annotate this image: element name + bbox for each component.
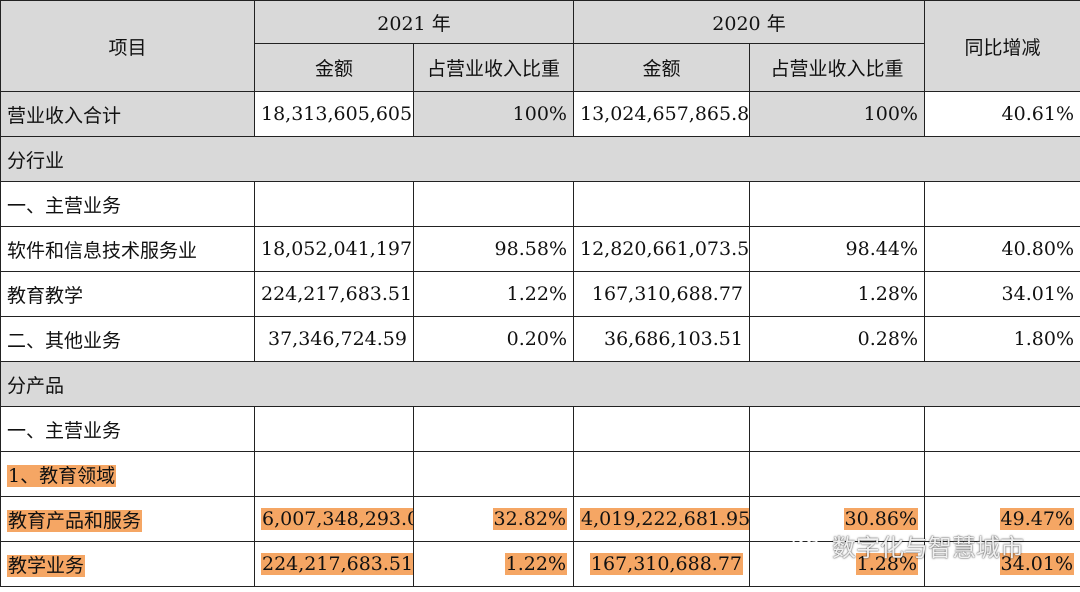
table-row: 教学业务 224,217,683.51 1.22% 167,310,688.77… [0,541,1080,587]
table-row: 一、主营业务 [0,181,1080,227]
section-label: 分产品 [0,361,1080,407]
cell-amount-2020: 12,820,661,073.57 [573,226,750,272]
row-label: 教育教学 [0,271,255,317]
header-share-2020: 占营业收入比重 [749,43,925,92]
cell-amount-2020: 36,686,103.51 [573,316,750,362]
cell-yoy: 34.01% [924,271,1080,317]
cell-share-2020 [749,451,925,497]
table-row: 教育产品和服务 6,007,348,293.08 32.82% 4,019,22… [0,496,1080,542]
table-row: 二、其他业务 37,346,724.59 0.20% 36,686,103.51… [0,316,1080,362]
row-label: 软件和信息技术服务业 [0,226,255,272]
cell-share-2020: 98.44% [749,226,925,272]
section-label: 分行业 [0,136,1080,182]
cell-amount-2021: 37,346,724.59 [254,316,414,362]
cell-amount-2021 [254,181,414,227]
cell-share-2021: 1.22% [413,271,574,317]
table-row: 教育教学 224,217,683.51 1.22% 167,310,688.77… [0,271,1080,317]
cell-share-2021: 98.58% [413,226,574,272]
cell-amount-2021: 6,007,348,293.08 [254,496,414,542]
row-label: 1、教育领域 [0,451,255,497]
row-label: 一、主营业务 [0,406,255,452]
highlighted-value: 49.47% [999,508,1074,530]
cell-yoy: 34.01% [924,541,1080,587]
cell-amount-2020: 4,019,222,681.95 [573,496,750,542]
header-row-metrics: 金额 占营业收入比重 金额 占营业收入比重 [1,43,1080,92]
row-label: 营业收入合计 [0,91,255,137]
cell-yoy: 49.47% [924,496,1080,542]
cell-amount-2021: 224,217,683.51 [254,541,414,587]
cell-yoy: 1.80% [924,316,1080,362]
highlighted-value: 6,007,348,293.08 [261,508,413,530]
highlighted-value: 224,217,683.51 [261,553,414,575]
cell-share-2021 [413,406,574,452]
cell-share-2020: 1.28% [749,271,925,317]
cell-share-2021 [413,181,574,227]
header-item: 项目 [0,0,255,92]
highlighted-label: 教育产品和服务 [7,509,143,532]
cell-share-2020: 0.28% [749,316,925,362]
highlighted-value: 1.22% [504,553,567,575]
highlighted-value: 1.28% [855,553,918,575]
header-amount-2020: 金额 [573,43,750,92]
highlighted-label: 1、教育领域 [7,464,117,487]
cell-share-2021: 1.22% [413,541,574,587]
cell-amount-2020 [573,451,750,497]
row-label: 二、其他业务 [0,316,255,362]
highlighted-value: 34.01% [999,553,1074,575]
cell-share-2021: 100% [413,91,574,137]
cell-amount-2020: 167,310,688.77 [573,541,750,587]
header-share-2021: 占营业收入比重 [413,43,574,92]
cell-amount-2021 [254,406,414,452]
table-row: 1、教育领域 [0,451,1080,497]
cell-yoy [924,181,1080,227]
highlighted-value: 4,019,222,681.95 [580,508,750,530]
wechat-icon [792,532,826,560]
row-label: 教育产品和服务 [0,496,255,542]
header-amount-2021: 金额 [254,43,414,92]
cell-share-2021: 32.82% [413,496,574,542]
cell-yoy [924,451,1080,497]
cell-share-2020: 30.86% [749,496,925,542]
cell-share-2021 [413,451,574,497]
header-year-2021: 2021 年 [254,0,574,44]
cell-amount-2021: 18,052,041,197.82 [254,226,414,272]
cell-share-2020 [749,406,925,452]
cell-amount-2021 [254,451,414,497]
cell-share-2021: 0.20% [413,316,574,362]
header-year-2020: 2020 年 [573,0,925,44]
row-label: 教学业务 [0,541,255,587]
header-row-years: 项目 2021 年 2020 年 同比增减 [0,0,1080,92]
highlighted-value: 30.86% [843,508,918,530]
table-row: 软件和信息技术服务业 18,052,041,197.82 98.58% 12,8… [0,226,1080,272]
table-row: 一、主营业务 [0,406,1080,452]
section-row-product: 分产品 [0,361,1080,407]
cell-yoy: 40.61% [924,91,1080,137]
row-label: 一、主营业务 [0,181,255,227]
watermark: 数字化与智慧城市 [792,528,1024,563]
cell-share-2020: 1.28% [749,541,925,587]
cell-yoy: 40.80% [924,226,1080,272]
cell-share-2020: 100% [749,91,925,137]
cell-amount-2020: 167,310,688.77 [573,271,750,317]
watermark-text: 数字化与智慧城市 [832,534,1024,562]
cell-yoy [924,406,1080,452]
cell-amount-2020 [573,406,750,452]
highlighted-value: 167,310,688.77 [589,553,743,575]
highlighted-label: 教学业务 [7,554,86,577]
cell-amount-2020 [573,181,750,227]
cell-amount-2021: 224,217,683.51 [254,271,414,317]
table-row-total: 营业收入合计 18,313,605,605.92 100% 13,024,657… [0,91,1080,137]
cell-amount-2020: 13,024,657,865.85 [573,91,750,137]
section-row-industry: 分行业 [0,136,1080,182]
highlighted-value: 32.82% [492,508,567,530]
cell-amount-2021: 18,313,605,605.92 [254,91,414,137]
header-yoy: 同比增减 [924,0,1080,92]
cell-share-2020 [749,181,925,227]
